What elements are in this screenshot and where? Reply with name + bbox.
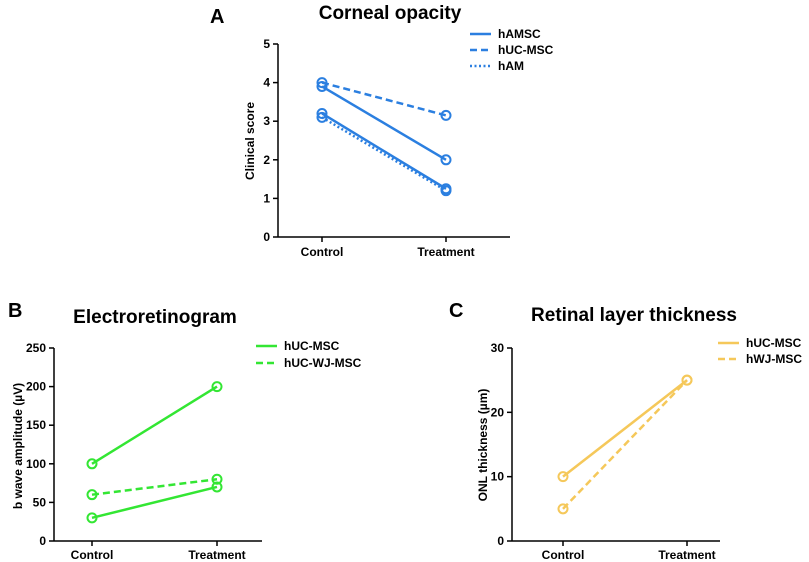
panel-c-y-tick-label: 0 — [497, 534, 504, 548]
panel-b-x-tick-label-treatment: Treatment — [188, 548, 245, 562]
panel-c-y-ticks: 0 10 20 30 — [491, 341, 688, 548]
panel-a-corneal-opacity: A Corneal opacity Clinical score Control… — [210, 3, 554, 259]
panel-b-y-tick-label: 200 — [26, 380, 46, 394]
panel-a-data-point-4-2 — [440, 183, 452, 195]
panel-b-legend: hUC-MSC hUC-WJ-MSC — [256, 339, 362, 370]
panel-b-y-tick-label: 0 — [39, 534, 46, 548]
panel-c-series-line-1 — [562, 379, 688, 478]
panel-c-legend-label-2: hWJ-MSC — [746, 352, 802, 366]
panel-a-series-line-4 — [321, 112, 447, 190]
panel-b-y-ticks: 0 50 100 150 200 250 — [26, 341, 218, 548]
panel-a-y-tick-label: 1 — [263, 191, 270, 205]
panel-c-data-point-2-2 — [681, 374, 693, 386]
panel-a-series-line-2 — [321, 81, 447, 117]
panel-a-y-tick-label: 0 — [263, 230, 270, 244]
panel-a-legend-item-1: hAMSC — [470, 27, 541, 41]
panel-a-legend-label-3: hAM — [498, 59, 524, 73]
panel-a-series — [316, 77, 452, 197]
panel-b-series-line-2 — [91, 485, 218, 520]
panel-b-data-point-3-2 — [211, 473, 223, 485]
panel-a-legend-label-2: hUC-MSC — [498, 43, 554, 57]
panel-c-y-tick-label: 20 — [491, 405, 505, 419]
panel-c-legend: hUC-MSC hWJ-MSC — [718, 336, 802, 366]
panel-b-letter: B — [8, 300, 22, 322]
panel-a-y-tick-label: 3 — [263, 114, 270, 128]
panel-b-legend-item-1: hUC-MSC — [256, 339, 340, 353]
panel-b-legend-item-2: hUC-WJ-MSC — [256, 356, 362, 370]
panel-a-y-tick-label: 5 — [263, 37, 270, 51]
panel-b-data-point-2-2 — [211, 481, 223, 493]
panel-c-retinal-layer-thickness: C Retinal layer thickness ONL thickness … — [449, 300, 802, 562]
panel-c-data-point-2-1 — [557, 503, 569, 515]
panel-c-title: Retinal layer thickness — [531, 305, 737, 326]
panel-c-legend-item-2: hWJ-MSC — [718, 352, 802, 366]
panel-a-title: Corneal opacity — [319, 3, 462, 24]
panel-b-series — [86, 381, 223, 524]
panel-a-y-tick-label: 2 — [263, 153, 270, 167]
panel-b-data-point-3-1 — [86, 489, 98, 501]
panel-c-x-tick-label-control: Control — [542, 548, 585, 562]
panel-a-data-point-2-2 — [440, 109, 452, 121]
panel-b-legend-label-2: hUC-WJ-MSC — [284, 356, 362, 370]
panel-b-title: Electroretinogram — [73, 307, 237, 328]
panel-b-series-line-1 — [91, 385, 218, 465]
panel-c-x-tick-label-treatment: Treatment — [658, 548, 715, 562]
panel-c-letter: C — [449, 300, 463, 322]
panel-a-legend-label-1: hAMSC — [498, 27, 541, 41]
panel-b-data-point-1-1 — [86, 458, 98, 470]
panel-c-series-line-2 — [562, 379, 688, 510]
panel-c-legend-item-1: hUC-MSC — [718, 336, 802, 350]
panel-b-data-point-1-2 — [211, 381, 223, 393]
panel-c-legend-label-1: hUC-MSC — [746, 336, 802, 350]
panel-b-legend-label-1: hUC-MSC — [284, 339, 340, 353]
panel-a-series-line-1 — [321, 85, 447, 161]
panel-b-data-point-2-1 — [86, 512, 98, 524]
panel-b-y-tick-label: 50 — [33, 495, 47, 509]
panel-c-y-tick-label: 10 — [491, 470, 505, 484]
panel-c-data-point-1-1 — [557, 471, 569, 483]
panel-b-y-tick-label: 150 — [26, 418, 46, 432]
panel-a-x-tick-label-control: Control — [301, 245, 344, 259]
panel-b-electroretinogram: B Electroretinogram b wave amplitude (µV… — [8, 300, 362, 562]
panel-c-series — [557, 374, 693, 515]
panel-a-legend: hAMSC hUC-MSC hAM — [470, 27, 554, 73]
panel-a-series-line-3 — [321, 116, 447, 192]
panel-c-y-tick-label: 30 — [491, 341, 505, 355]
panel-a-data-point-1-2 — [440, 154, 452, 166]
panel-a-y-axis-label: Clinical score — [243, 102, 257, 180]
panel-a-y-tick-label: 4 — [263, 76, 270, 90]
panel-a-data-point-4-1 — [316, 107, 328, 119]
panel-a-data-point-1-1 — [316, 80, 328, 92]
panel-c-y-axis-label: ONL thickness (µm) — [476, 389, 490, 502]
panel-a-legend-item-3: hAM — [470, 59, 524, 73]
panel-a-x-tick-label-treatment: Treatment — [417, 245, 474, 259]
panel-b-y-tick-label: 100 — [26, 457, 46, 471]
panel-a-legend-item-2: hUC-MSC — [470, 43, 554, 57]
panel-b-y-tick-label: 250 — [26, 341, 46, 355]
panel-b-series-line-3 — [91, 477, 218, 496]
panel-a-data-point-2-1 — [316, 77, 328, 89]
panel-a-y-ticks: 0 1 2 3 4 5 — [263, 37, 447, 244]
panel-b-y-axis-label: b wave amplitude (µV) — [11, 383, 25, 509]
panel-b-x-tick-label-control: Control — [71, 548, 114, 562]
panel-a-letter: A — [210, 6, 224, 28]
